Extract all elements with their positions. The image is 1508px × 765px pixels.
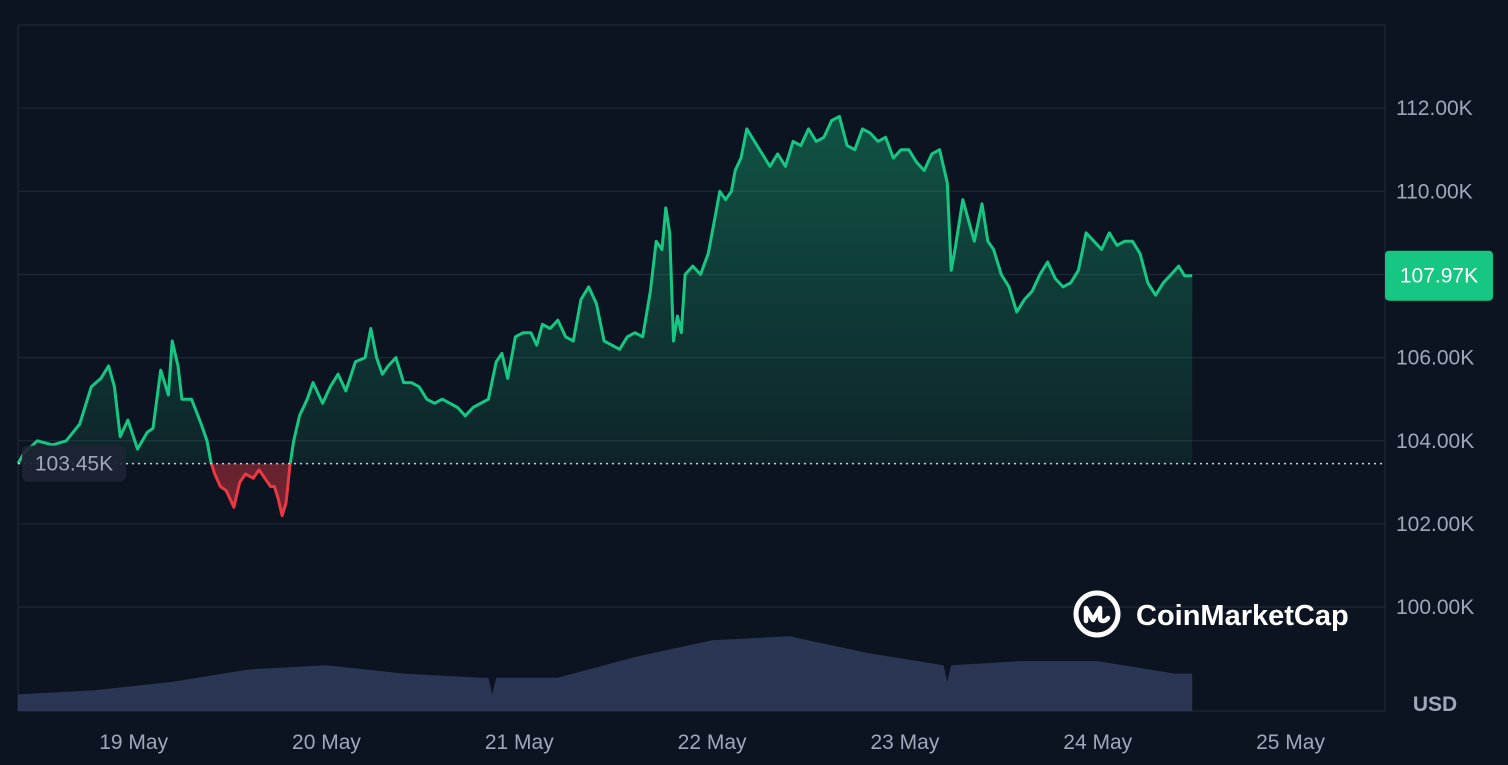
- x-tick-label: 22 May: [678, 731, 747, 754]
- y-tick-label: 110.00K: [1396, 180, 1473, 203]
- coinmarketcap-logo[interactable]: CoinMarketCap: [1073, 590, 1349, 638]
- x-tick-label: 21 May: [485, 731, 554, 754]
- y-tick-label: 102.00K: [1396, 513, 1474, 536]
- x-tick-label: 20 May: [292, 731, 361, 754]
- last-price-badge: [1385, 250, 1493, 301]
- price-line[interactable]: [16, 115, 1193, 518]
- x-tick-label: 25 May: [1256, 731, 1325, 754]
- price-area-down: [211, 463, 291, 516]
- price-line-up: [16, 115, 1193, 464]
- y-tick-label: 106.00K: [1396, 347, 1474, 370]
- x-axis: 19 May 20 May 21 May 22 May 23 May 24 May 25 M…: [99, 731, 1325, 754]
- price-line-down: [18, 463, 292, 518]
- price-area-up: [18, 116, 1193, 464]
- baseline-label: 103.45K: [35, 453, 113, 476]
- y-tick-label: 112.00K: [1396, 97, 1473, 120]
- y-axis: 100.00K 102.00K 104.00K 106.00K 110.00K 112.0…: [1385, 97, 1493, 716]
- x-tick-label: 19 May: [99, 731, 168, 754]
- volume-area: [18, 636, 1193, 711]
- y-tick-label: 100.00K: [1396, 596, 1474, 619]
- price-area: [18, 116, 1193, 516]
- coinmarketcap-logo-text: CoinMarketCap: [1136, 600, 1349, 632]
- coinmarketcap-logo-icon: [1073, 590, 1121, 638]
- baseline-price: 103.45K: [18, 445, 1385, 482]
- y-tick-label: 104.00K: [1396, 430, 1474, 453]
- baseline-badge: [22, 445, 126, 482]
- x-tick-label: 24 May: [1063, 731, 1132, 754]
- volume-bars: [18, 636, 1193, 711]
- last-price-label: 107.97K: [1400, 265, 1478, 288]
- currency-label: USD: [1413, 693, 1457, 716]
- x-tick-label: 23 May: [870, 731, 939, 754]
